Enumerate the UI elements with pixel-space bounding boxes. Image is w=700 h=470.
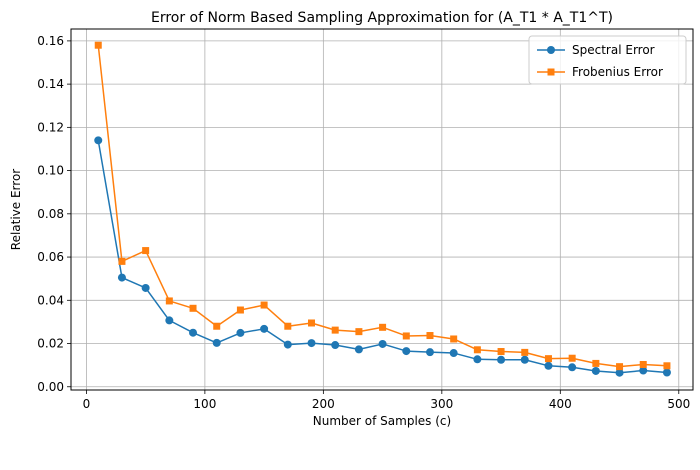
data-point-frobenius-error — [94, 41, 102, 49]
data-point-spectral-error — [117, 273, 126, 282]
y-tick-label: 0.08 — [37, 207, 64, 221]
legend-label-frobenius: Frobenius Error — [572, 65, 663, 79]
data-point-spectral-error — [615, 368, 624, 377]
plot-frame — [70, 28, 694, 391]
data-point-spectral-error — [591, 366, 600, 375]
series-line-frobenius-error — [97, 45, 667, 368]
data-point-frobenius-error — [355, 328, 363, 336]
data-point-frobenius-error — [236, 306, 244, 314]
y-tick-label: 0.02 — [37, 337, 64, 351]
data-point-frobenius-error — [521, 348, 529, 356]
data-point-frobenius-error — [497, 348, 505, 356]
data-point-frobenius-error — [402, 332, 410, 340]
x-tick-label: 400 — [549, 397, 572, 411]
data-point-frobenius-error — [142, 247, 150, 255]
data-point-spectral-error — [520, 355, 529, 364]
y-tick-label: 0.12 — [37, 120, 64, 134]
data-point-frobenius-error — [450, 335, 458, 343]
legend: Spectral Error Frobenius Error — [528, 35, 687, 85]
data-point-spectral-error — [354, 345, 363, 354]
x-tick-label: 100 — [193, 397, 216, 411]
data-point-spectral-error — [473, 355, 482, 364]
data-point-spectral-error — [94, 136, 103, 145]
series-line-spectral-error — [97, 140, 668, 374]
data-point-frobenius-error — [118, 257, 126, 265]
ticks: 0 100 200 300 400 500 0.00 0.02 0.04 0.06 0.08 0.10… — [37, 34, 690, 411]
data-point-frobenius-error — [639, 360, 647, 368]
data-point-spectral-error — [568, 363, 577, 372]
data-point-spectral-error — [378, 339, 387, 348]
y-tick-label: 0.06 — [37, 250, 64, 264]
x-tick-label: 500 — [667, 397, 690, 411]
data-point-frobenius-error — [473, 346, 481, 354]
y-axis-label: Relative Error — [9, 169, 23, 251]
data-point-frobenius-error — [592, 359, 600, 367]
data-point-frobenius-error — [663, 362, 671, 370]
y-tick-label: 0.10 — [37, 164, 64, 178]
data-point-frobenius-error — [544, 355, 552, 363]
chart-title: Error of Norm Based Sampling Approximati… — [151, 10, 613, 26]
data-point-spectral-error — [331, 341, 340, 350]
data-point-spectral-error — [283, 340, 292, 349]
x-tick-label: 300 — [430, 397, 453, 411]
data-point-spectral-error — [307, 339, 316, 348]
data-point-frobenius-error — [426, 332, 434, 340]
y-tick-label: 0.04 — [37, 293, 64, 307]
data-point-frobenius-error — [331, 326, 339, 334]
y-tick-label: 0.00 — [37, 380, 64, 394]
data-point-frobenius-error — [379, 323, 387, 331]
data-point-spectral-error — [212, 338, 221, 347]
data-point-spectral-error — [425, 348, 434, 357]
data-point-spectral-error — [402, 347, 411, 356]
data-point-spectral-error — [141, 283, 150, 292]
legend-marker-frobenius — [547, 68, 555, 76]
x-tick-label: 200 — [312, 397, 335, 411]
data-point-spectral-error — [639, 366, 648, 375]
data-point-spectral-error — [544, 361, 553, 370]
legend-label-spectral: Spectral Error — [572, 43, 655, 57]
y-tick-label: 0.14 — [37, 77, 64, 91]
x-tick-label: 0 — [83, 397, 91, 411]
data-point-spectral-error — [165, 316, 174, 325]
y-tick-label: 0.16 — [37, 34, 64, 48]
data-point-frobenius-error — [308, 319, 316, 327]
legend-frame — [528, 35, 687, 85]
x-axis-label: Number of Samples (c) — [313, 414, 451, 428]
data-point-frobenius-error — [260, 301, 268, 309]
data-point-frobenius-error — [165, 297, 173, 305]
data-point-frobenius-error — [616, 363, 624, 371]
series-layer — [94, 41, 671, 377]
data-point-spectral-error — [260, 324, 269, 333]
data-point-spectral-error — [662, 368, 671, 377]
data-point-frobenius-error — [284, 322, 292, 330]
data-point-spectral-error — [236, 328, 245, 337]
data-point-frobenius-error — [213, 322, 221, 330]
legend-marker-spectral — [547, 46, 555, 54]
data-point-frobenius-error — [568, 354, 576, 362]
data-point-spectral-error — [189, 328, 198, 337]
data-point-spectral-error — [449, 349, 458, 358]
data-point-frobenius-error — [189, 304, 197, 312]
data-point-spectral-error — [497, 355, 506, 364]
